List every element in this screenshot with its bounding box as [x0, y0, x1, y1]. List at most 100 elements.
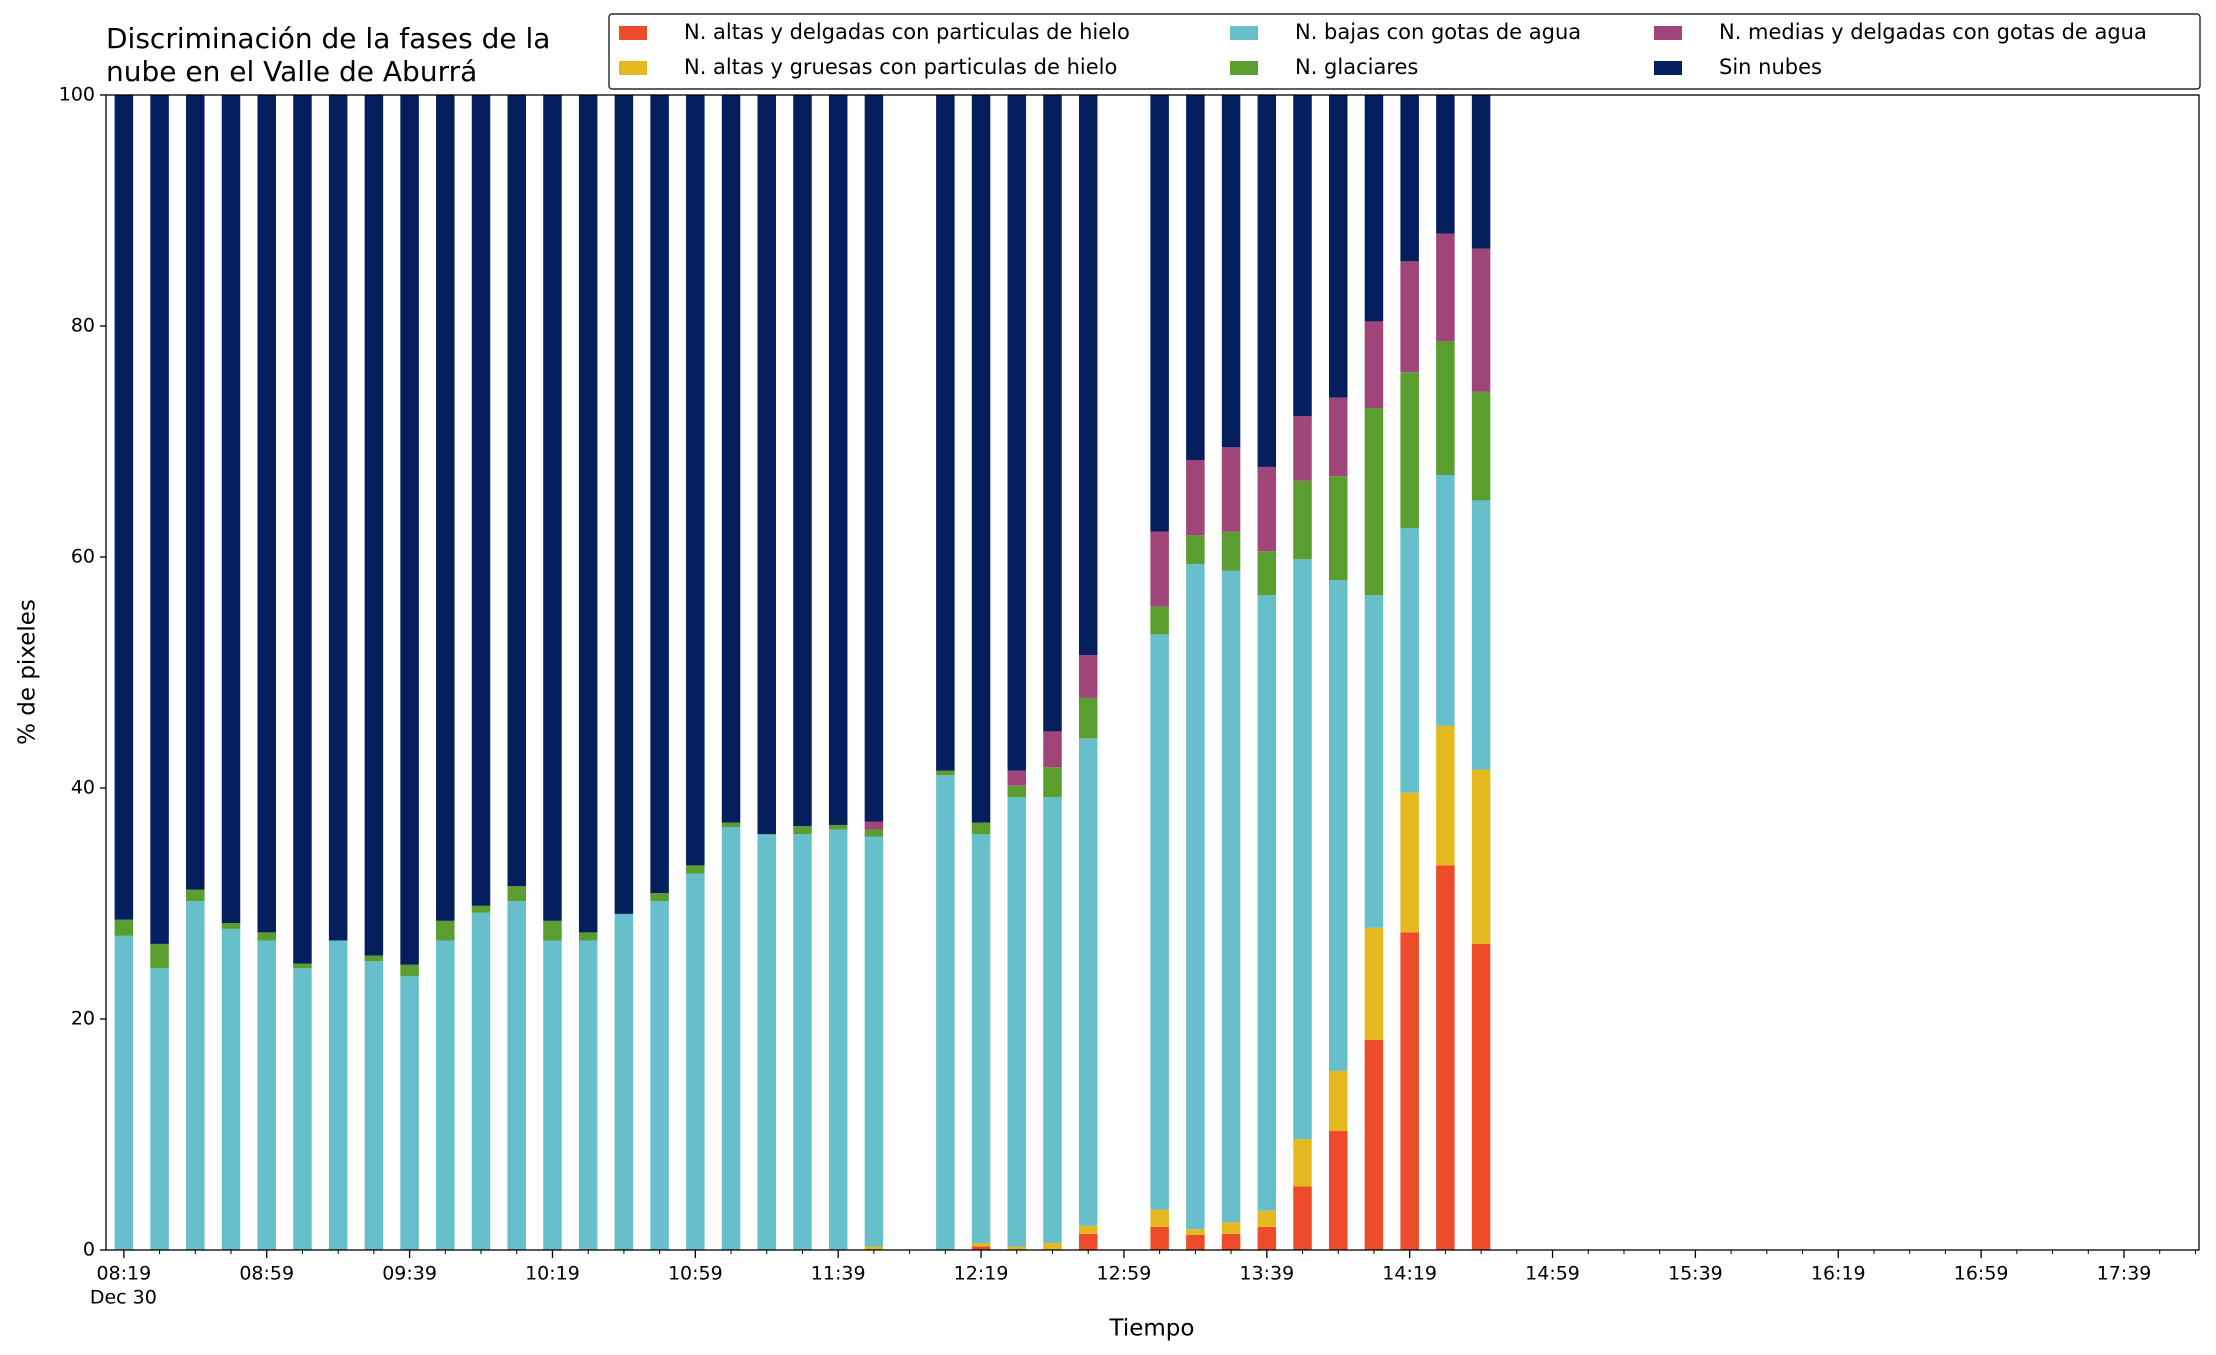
bar-segment — [864, 95, 884, 822]
bar-segment — [1364, 1039, 1384, 1250]
bar-segment — [1078, 738, 1098, 1226]
bar-segment — [1186, 95, 1205, 460]
bar-segment — [1400, 792, 1419, 933]
bar-segment — [436, 940, 455, 1250]
bar-segment — [400, 964, 419, 977]
bar-segment — [793, 95, 812, 827]
legend-label: N. altas y delgadas con particulas de hi… — [684, 20, 1130, 44]
bar-segment — [864, 829, 884, 837]
bar-segment — [1007, 95, 1027, 771]
bar-segment — [1043, 797, 1062, 1244]
bar-segment — [1078, 1233, 1098, 1250]
bar-segment — [1364, 927, 1384, 1040]
x-axis-label: Tiempo — [1109, 1316, 1195, 1342]
bar-segment — [1186, 1234, 1205, 1250]
bar-segment — [1186, 563, 1205, 1230]
bar-segment — [293, 963, 312, 969]
bar-segment — [650, 893, 669, 902]
bar-segment — [1007, 785, 1027, 798]
bar-segment — [971, 95, 991, 823]
bar-segment — [1293, 95, 1312, 417]
bar-segment — [936, 770, 955, 776]
bar-segment — [293, 95, 312, 964]
bar-segment — [471, 905, 491, 913]
bar-segment — [614, 913, 634, 1250]
legend-label: Sin nubes — [1719, 55, 1822, 79]
bar-segment — [1436, 341, 1455, 475]
bar-segment — [328, 940, 348, 1250]
bar-segment — [1293, 1186, 1312, 1250]
bar-segment — [1293, 416, 1312, 481]
bar-segment — [1471, 248, 1491, 392]
bar-segment — [1400, 932, 1419, 1250]
bar-segment — [936, 95, 955, 771]
bar-segment — [507, 901, 526, 1250]
bar-segment — [543, 920, 562, 941]
bar-segment — [757, 95, 777, 835]
bar-segment — [1328, 95, 1348, 398]
x-tick-label: 13:39 — [1239, 1263, 1294, 1285]
x-tick-label: 08:19 — [96, 1263, 151, 1285]
bar-segment — [686, 873, 705, 1250]
bar-segment — [471, 95, 491, 906]
bar-segment — [1150, 95, 1169, 532]
bar-segment — [507, 95, 526, 887]
x-tick-label: 15:39 — [1668, 1263, 1723, 1285]
bar-segment — [971, 834, 991, 1244]
bar-segment — [1221, 447, 1241, 532]
bar-segment — [400, 95, 419, 965]
bar-segment — [150, 968, 169, 1250]
bar-segment — [971, 822, 991, 835]
bar-segment — [1150, 1209, 1169, 1227]
bar-segment — [1328, 580, 1348, 1071]
x-tick-label: 12:19 — [954, 1263, 1009, 1285]
bar-segment — [257, 932, 276, 941]
bar-segment — [721, 95, 741, 823]
bar-segment — [578, 932, 598, 941]
bar-segment — [686, 95, 705, 866]
bar-segment — [114, 935, 134, 1250]
x-tick-label: 08:59 — [239, 1263, 294, 1285]
bar-segment — [114, 95, 134, 920]
bar-segment — [1257, 466, 1277, 552]
legend-swatch — [619, 26, 647, 40]
bar-segment — [1293, 480, 1312, 560]
bar-segment — [614, 95, 634, 914]
bar-segment — [1471, 391, 1491, 501]
y-tick-label: 100 — [59, 84, 95, 106]
x-tick-label: 14:59 — [1525, 1263, 1580, 1285]
bar-segment — [1436, 865, 1455, 1250]
bar-segment — [1150, 1226, 1169, 1250]
bar-segment — [1471, 95, 1491, 249]
bar-segment — [1007, 1246, 1027, 1250]
y-tick-label: 0 — [83, 1239, 95, 1261]
bar-segment — [221, 923, 241, 929]
x-tick-label: 09:39 — [382, 1263, 437, 1285]
bar-segment — [1257, 551, 1277, 596]
bar-segment — [221, 928, 241, 1250]
legend-swatch — [1230, 61, 1258, 75]
bar-segment — [293, 968, 312, 1250]
bar-segment — [150, 95, 169, 944]
legend-label: N. altas y gruesas con particulas de hie… — [684, 55, 1117, 79]
plot-frame — [105, 94, 2200, 1251]
bar-segment — [1150, 634, 1169, 1210]
bar-segment — [578, 940, 598, 1250]
bar-segment — [150, 943, 169, 969]
legend-label: N. medias y delgadas con gotas de agua — [1719, 20, 2147, 44]
bar-segment — [1221, 570, 1241, 1223]
bar-segment — [686, 865, 705, 874]
bar-segment — [221, 95, 241, 924]
bar-segment — [1257, 1226, 1277, 1250]
bar-segment — [364, 955, 384, 962]
bar-segment — [1043, 1243, 1062, 1250]
y-tick-label: 80 — [71, 315, 95, 337]
bar-segment — [400, 976, 419, 1250]
bar-segment — [721, 827, 741, 1250]
bar-segment — [828, 95, 848, 825]
bar-segment — [1007, 770, 1027, 786]
bar-segment — [186, 901, 205, 1250]
bar-segment — [257, 95, 276, 933]
bar-segment — [971, 1246, 991, 1250]
